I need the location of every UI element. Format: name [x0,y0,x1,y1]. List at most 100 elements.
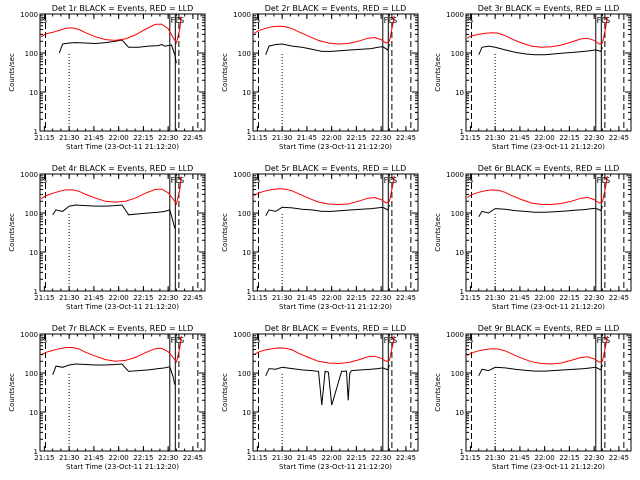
marker-label-s: S [42,336,47,345]
x-axis-label: Start Time (23-Oct-11 21:12:20) [492,463,605,471]
panel-title: Det 1r BLACK = Events, RED = LLD [52,4,194,13]
y-tick-label: 10 [242,89,251,97]
y-axis-label: Counts/sec [434,373,442,412]
marker-label-s2: S [179,336,184,345]
marker-label-d: D [389,176,395,185]
y-tick-label: 100 [238,50,251,58]
marker-label-d: D [602,176,608,185]
lld-series-line [253,175,395,206]
lld-series-line [253,335,395,365]
panel-title: Det 4r BLACK = Events, RED = LLD [52,164,194,173]
events-series-line [478,205,603,218]
x-tick-label: 22:30 [371,134,391,142]
y-tick-label: 1 [34,288,38,296]
events-series-line [478,364,603,377]
x-tick-label: 22:00 [109,134,129,142]
y-tick-label: 1000 [446,331,464,339]
marker-label-f: F [597,176,602,185]
panel-title: Det 6r BLACK = Events, RED = LLD [478,164,620,173]
x-tick-label: 22:45 [183,454,203,462]
marker-label-s2: S [605,16,610,25]
x-tick-label: 22:45 [396,454,416,462]
marker-label-s2: S [392,336,397,345]
x-tick-label: 22:00 [535,454,555,462]
lld-series-line [253,15,395,45]
lld-series-line [466,16,608,48]
lld-series-line [40,176,182,206]
y-tick-label: 100 [238,370,251,378]
y-tick-label: 1 [460,448,464,456]
marker-label-f: F [384,176,389,185]
x-tick-label: 22:15 [559,294,579,302]
y-tick-label: 1000 [233,11,251,19]
marker-label-s2: S [179,16,184,25]
x-tick-label: 21:45 [297,454,317,462]
x-tick-label: 21:45 [297,134,317,142]
events-series-line [58,39,177,64]
marker-label-d: D [389,336,395,345]
marker-label-f: F [171,16,176,25]
plot-frame [39,173,206,292]
y-tick-label: 1 [34,128,38,136]
y-tick-label: 100 [25,370,38,378]
marker-label-s2: S [605,336,610,345]
marker-label-s: S [42,16,47,25]
x-axis-label: Start Time (23-Oct-11 21:12:20) [66,303,179,311]
panel-title: Det 2r BLACK = Events, RED = LLD [265,4,407,13]
events-series-line [478,45,603,56]
x-tick-label: 22:30 [158,454,178,462]
x-axis-label: Start Time (23-Oct-11 21:12:20) [66,463,179,471]
marker-label-s2: S [392,16,397,25]
x-tick-label: 22:30 [584,134,604,142]
y-tick-label: 100 [25,210,38,218]
panel-title: Det 8r BLACK = Events, RED = LLD [265,324,407,333]
events-series-line [52,204,176,229]
events-series-line [265,204,390,217]
x-tick-label: 21:15 [460,134,480,142]
x-tick-label: 22:15 [559,134,579,142]
y-tick-label: 10 [29,89,38,97]
x-tick-label: 22:45 [396,294,416,302]
events-series-line [265,43,390,55]
marker-label-s: S [255,16,260,25]
marker-label-s: S [255,176,260,185]
x-tick-label: 22:30 [584,454,604,462]
y-tick-label: 10 [242,249,251,257]
events-series-line [52,363,176,385]
x-tick-label: 21:30 [272,134,292,142]
y-axis-label: Counts/sec [221,53,229,92]
x-tick-label: 21:15 [247,294,267,302]
marker-label-s2: S [179,176,184,185]
y-tick-label: 100 [451,370,464,378]
panel-title: Det 5r BLACK = Events, RED = LLD [265,164,407,173]
y-tick-label: 1000 [233,171,251,179]
x-tick-label: 21:30 [59,134,79,142]
x-tick-label: 22:15 [559,454,579,462]
marker-label-d: D [602,16,608,25]
x-tick-label: 22:45 [609,294,629,302]
marker-label-f: F [384,336,389,345]
y-tick-label: 100 [238,210,251,218]
y-tick-label: 100 [25,50,38,58]
x-tick-label: 21:45 [297,294,317,302]
lld-series-line [466,176,608,205]
y-tick-label: 1000 [20,331,38,339]
y-tick-label: 100 [451,210,464,218]
x-tick-label: 21:30 [59,294,79,302]
x-axis-label: Start Time (23-Oct-11 21:12:20) [279,143,392,151]
y-tick-label: 10 [29,409,38,417]
plot-frame [252,333,419,452]
y-axis-label: Counts/sec [221,373,229,412]
marker-label-f: F [597,336,602,345]
y-tick-label: 1000 [446,11,464,19]
marker-label-d: D [176,176,182,185]
x-tick-label: 22:30 [584,294,604,302]
marker-label-s: S [42,176,47,185]
